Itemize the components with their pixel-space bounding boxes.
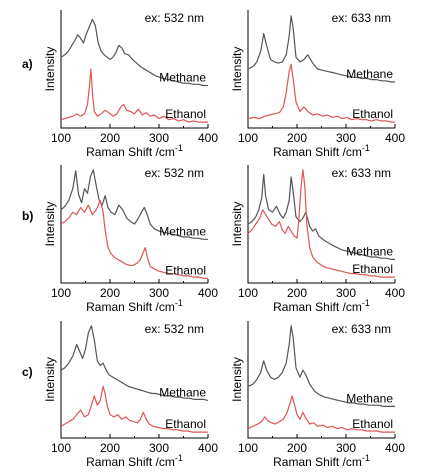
y-axis-label: Intensity — [43, 202, 57, 247]
x-axis-label: Raman Shift /cm-1 — [86, 298, 183, 314]
spectrum-panel-4: 100 200 300 400 Raman Shift /cm-1 Intensity ex… — [230, 165, 405, 314]
excitation-annotation: ex: 532 nm — [145, 11, 204, 25]
spectrum-panel-5: 100 200 300 400 Raman Shift /cm-1 Intensity ex… — [43, 321, 218, 469]
y-axis-label: Intensity — [43, 47, 57, 92]
x-axis-label: Raman Shift /cm-1 — [273, 143, 370, 159]
series-label-ethanol: Ethanol — [165, 263, 206, 277]
x-tick-label: 200 — [287, 441, 307, 455]
x-tick-label: 100 — [51, 131, 71, 145]
x-axis-label-superscript: -1 — [362, 453, 370, 463]
series-line-ethanol — [60, 68, 208, 123]
x-axis-label-superscript: -1 — [362, 143, 370, 153]
y-axis-label: Intensity — [43, 357, 57, 402]
series-label-ethanol: Ethanol — [352, 417, 393, 431]
x-axis-label-superscript: -1 — [175, 453, 183, 463]
panel-row-label: a) — [22, 57, 33, 71]
x-axis-label: Raman Shift /cm-1 — [273, 298, 370, 314]
series-line-ethanol — [247, 63, 395, 123]
series-label-methane: Methane — [346, 244, 393, 258]
excitation-annotation: ex: 633 nm — [332, 166, 391, 180]
excitation-annotation: ex: 532 nm — [145, 322, 204, 336]
x-tick-label: 400 — [198, 286, 218, 300]
x-tick-label: 400 — [198, 131, 218, 145]
x-tick-label: 100 — [51, 286, 71, 300]
x-axis-label: Raman Shift /cm-1 — [273, 453, 370, 469]
x-tick-label: 300 — [149, 286, 169, 300]
spectrum-panel-1: 100 200 300 400 Raman Shift /cm-1 Intensity ex… — [43, 10, 218, 159]
series-label-methane: Methane — [159, 386, 206, 400]
series-label-methane: Methane — [159, 224, 206, 238]
x-tick-label: 400 — [385, 286, 405, 300]
x-tick-label: 300 — [149, 131, 169, 145]
series-line-methane — [247, 325, 395, 407]
y-axis-label: Intensity — [230, 47, 244, 92]
spectrum-panel-2: 100 200 300 400 Raman Shift /cm-1 Intensity ex… — [230, 10, 405, 159]
panel-row-label: c) — [22, 365, 33, 379]
x-tick-label: 300 — [336, 131, 356, 145]
series-label-ethanol: Ethanol — [165, 107, 206, 121]
x-axis-label: Raman Shift /cm-1 — [86, 143, 183, 159]
excitation-annotation: ex: 633 nm — [332, 11, 391, 25]
excitation-annotation: ex: 532 nm — [145, 166, 204, 180]
series-line-methane — [60, 169, 208, 240]
x-axis-label-superscript: -1 — [175, 298, 183, 308]
series-label-ethanol: Ethanol — [352, 107, 393, 121]
x-tick-label: 200 — [100, 286, 120, 300]
x-tick-label: 200 — [100, 441, 120, 455]
series-label-ethanol: Ethanol — [165, 417, 206, 431]
series-line-ethanol — [60, 199, 208, 279]
series-line-methane — [60, 325, 209, 402]
x-tick-label: 400 — [385, 131, 405, 145]
series-line-ethanol — [247, 395, 395, 433]
x-tick-label: 100 — [238, 441, 258, 455]
series-label-methane: Methane — [346, 67, 393, 81]
series-label-ethanol: Ethanol — [352, 262, 393, 276]
excitation-annotation: ex: 633 nm — [332, 322, 391, 336]
x-tick-label: 200 — [100, 131, 120, 145]
panel-row-label: b) — [22, 209, 33, 223]
x-axis-label-superscript: -1 — [362, 298, 370, 308]
x-tick-label: 400 — [198, 441, 218, 455]
series-label-methane: Methane — [346, 391, 393, 405]
x-tick-label: 400 — [385, 441, 405, 455]
series-line-methane — [247, 173, 395, 260]
y-axis-label: Intensity — [230, 357, 244, 402]
spectrum-panel-6: 100 200 300 400 Raman Shift /cm-1 Intensity ex… — [230, 321, 405, 469]
x-tick-label: 300 — [336, 441, 356, 455]
x-tick-label: 300 — [336, 286, 356, 300]
series-line-methane — [247, 15, 395, 83]
series-label-methane: Methane — [159, 71, 206, 85]
series-line-ethanol — [247, 169, 395, 278]
x-axis-label: Raman Shift /cm-1 — [86, 453, 183, 469]
x-tick-label: 100 — [238, 131, 258, 145]
series-line-methane — [60, 18, 208, 87]
spectrum-panel-3: 100 200 300 400 Raman Shift /cm-1 Intensity ex… — [43, 165, 218, 314]
x-tick-label: 300 — [149, 441, 169, 455]
x-tick-label: 100 — [238, 286, 258, 300]
x-tick-label: 200 — [287, 131, 307, 145]
x-tick-label: 200 — [287, 286, 307, 300]
series-line-ethanol — [60, 385, 208, 433]
x-axis-label-superscript: -1 — [175, 143, 183, 153]
x-tick-label: 100 — [51, 441, 71, 455]
y-axis-label: Intensity — [230, 202, 244, 247]
